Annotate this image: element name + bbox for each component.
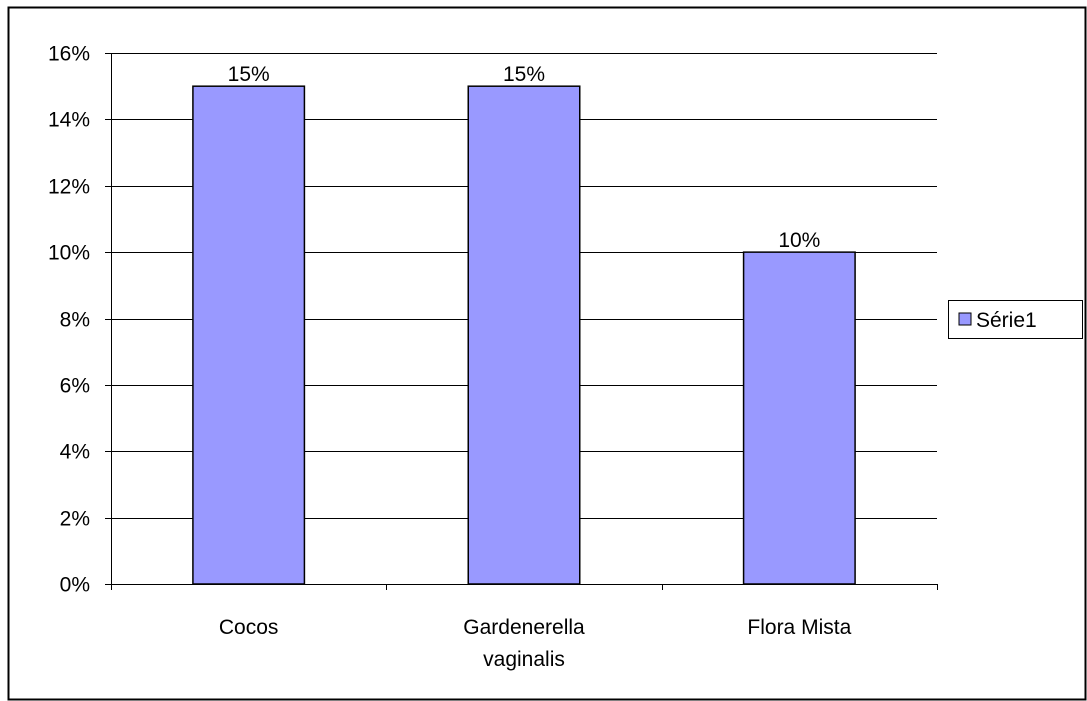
axes	[105, 53, 938, 590]
x-tick-label: Gardenerella	[463, 616, 585, 639]
bar-2	[467, 85, 581, 585]
y-tick-label: 0%	[60, 574, 90, 597]
y-tick-label: 8%	[60, 309, 90, 332]
y-tick-label: 6%	[60, 375, 90, 398]
data-label: 15%	[503, 63, 545, 86]
data-label: 10%	[778, 229, 820, 252]
y-tick-label: 2%	[60, 508, 90, 531]
y-tick-label: 14%	[48, 109, 90, 132]
x-tick-label: vaginalis	[483, 648, 565, 671]
y-tick-label: 4%	[60, 441, 90, 464]
labels: 0% 2% 4% 6% 8% 10% 12% 14% 16% 15% Cocos 15% Gardene…	[48, 43, 852, 672]
legend-label-serie1: Série1	[976, 309, 1037, 332]
x-tick-label: Cocos	[219, 616, 279, 639]
legend-swatch	[958, 312, 972, 326]
legend: Série1	[948, 300, 1083, 339]
bar-3	[742, 251, 856, 585]
y-tick-label: 16%	[48, 43, 90, 66]
bars	[192, 85, 856, 585]
data-label: 15%	[228, 63, 270, 86]
bar-1	[192, 85, 306, 585]
x-tick-label: Flora Mista	[747, 616, 851, 639]
y-tick-label: 10%	[48, 242, 90, 265]
y-tick-label: 12%	[48, 176, 90, 199]
